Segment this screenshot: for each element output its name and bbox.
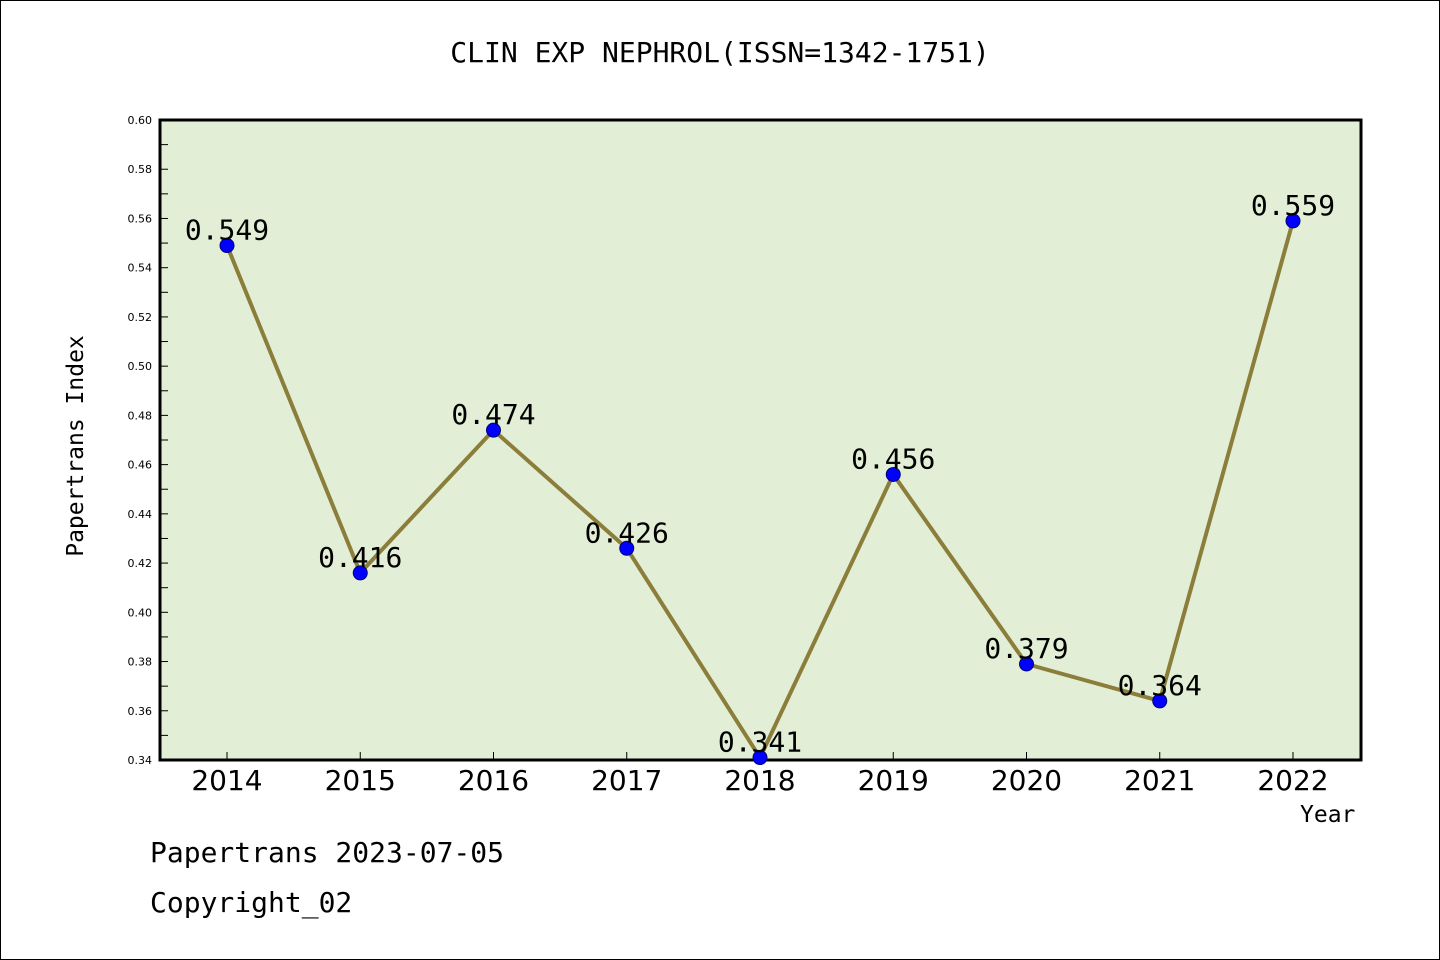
x-axis-title: Year (1300, 802, 1356, 828)
chart-title: CLIN EXP NEPHROL(ISSN=1342-1751) (450, 36, 990, 69)
y-tick-label: 0.46 (128, 459, 153, 472)
footer-copyright: Copyright_02 (150, 886, 353, 919)
data-label: 0.364 (1118, 669, 1202, 702)
x-tick-label: 2018 (724, 764, 795, 797)
data-label: 0.456 (851, 442, 935, 475)
y-tick-label: 0.34 (128, 754, 153, 767)
data-point (352, 565, 368, 581)
data-label: 0.426 (585, 516, 669, 549)
data-point (752, 750, 768, 766)
data-label: 0.341 (718, 726, 802, 759)
x-tick-label: 2021 (1124, 764, 1195, 797)
x-tick-label: 2017 (591, 764, 662, 797)
data-point (619, 540, 635, 556)
x-tick-label: 2019 (858, 764, 929, 797)
y-tick-label: 0.56 (128, 212, 153, 225)
data-label: 0.559 (1251, 189, 1335, 222)
y-tick-label: 0.52 (128, 311, 153, 324)
plot-background (158, 118, 1363, 762)
data-label: 0.416 (318, 541, 402, 574)
x-tick-label: 2016 (458, 764, 529, 797)
footer-date: Papertrans 2023-07-05 (150, 836, 505, 869)
data-label: 0.474 (451, 398, 535, 431)
x-tick-label: 2022 (1257, 764, 1328, 797)
data-point (219, 238, 235, 254)
data-point (885, 466, 901, 482)
y-tick-label: 0.50 (128, 360, 153, 373)
y-tick-label: 0.38 (128, 656, 153, 669)
x-tick-label: 2015 (325, 764, 396, 797)
x-tick-label: 2014 (191, 764, 262, 797)
x-tick-label: 2020 (991, 764, 1062, 797)
data-point (1019, 656, 1034, 672)
data-point (1285, 213, 1301, 229)
y-tick-label: 0.44 (128, 508, 153, 521)
y-tick-label: 0.58 (128, 163, 153, 176)
y-tick-label: 0.40 (128, 606, 153, 619)
data-point (486, 422, 501, 438)
y-tick-label: 0.60 (128, 114, 153, 127)
y-tick-label: 0.42 (128, 557, 153, 570)
y-tick-label: 0.54 (128, 262, 153, 275)
y-tick-label: 0.48 (128, 409, 153, 422)
data-point (1152, 693, 1168, 709)
y-tick-label: 0.36 (128, 705, 153, 718)
data-label: 0.549 (185, 214, 269, 247)
data-label: 0.379 (984, 632, 1068, 665)
